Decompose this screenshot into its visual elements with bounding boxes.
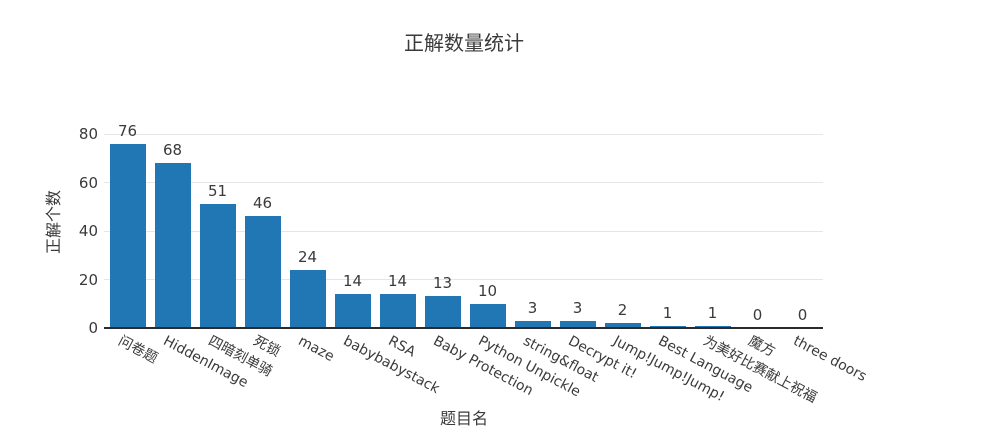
bar bbox=[289, 269, 326, 328]
bar-value-label: 46 bbox=[252, 194, 273, 213]
y-gridline bbox=[104, 279, 823, 280]
bar-value-label: 10 bbox=[477, 281, 498, 300]
y-gridline bbox=[104, 230, 823, 232]
y-gridline bbox=[104, 133, 823, 135]
x-tick-label: three doors bbox=[789, 333, 869, 385]
bar-value-label: 76 bbox=[117, 121, 138, 140]
bar bbox=[514, 320, 551, 328]
bar bbox=[244, 216, 281, 328]
x-tick-label: maze bbox=[294, 333, 337, 366]
bar bbox=[379, 294, 416, 328]
bar bbox=[334, 294, 371, 328]
bar-value-label: 68 bbox=[162, 141, 183, 160]
x-axis-label: 题目名 bbox=[439, 409, 489, 428]
chart-title: 正解数量统计 bbox=[404, 31, 524, 55]
x-axis-line bbox=[104, 327, 823, 329]
bar bbox=[604, 323, 641, 328]
bar-value-label: 24 bbox=[297, 247, 318, 266]
y-gridline bbox=[104, 182, 823, 183]
x-tick-label: 问卷题 bbox=[114, 333, 160, 367]
bar-value-label: 1 bbox=[662, 303, 673, 322]
bar bbox=[469, 303, 506, 328]
bar-value-label: 2 bbox=[617, 301, 628, 320]
bar bbox=[109, 143, 146, 328]
bar bbox=[154, 163, 191, 328]
y-tick-label: 0 bbox=[88, 319, 98, 337]
y-tick-label: 80 bbox=[78, 125, 98, 143]
bar bbox=[424, 296, 461, 328]
bar-value-label: 3 bbox=[572, 298, 583, 317]
bar-value-label: 14 bbox=[387, 272, 408, 291]
bar bbox=[559, 320, 596, 328]
bar-value-label: 0 bbox=[752, 306, 763, 324]
y-tick-label: 40 bbox=[78, 222, 98, 240]
y-tick-label: 20 bbox=[78, 270, 98, 289]
y-tick-label: 60 bbox=[78, 173, 98, 192]
bar-value-label: 0 bbox=[797, 306, 808, 324]
bar-value-label: 51 bbox=[207, 182, 228, 201]
bar bbox=[649, 325, 686, 328]
bar-value-label: 14 bbox=[342, 272, 363, 291]
bar-value-label: 3 bbox=[527, 298, 538, 317]
bar bbox=[199, 204, 236, 328]
bar-value-label: 1 bbox=[707, 303, 718, 322]
bar bbox=[694, 325, 731, 328]
bar-value-label: 13 bbox=[432, 274, 453, 293]
